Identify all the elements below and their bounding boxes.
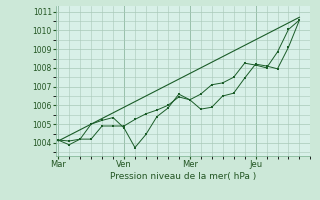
X-axis label: Pression niveau de la mer( hPa ): Pression niveau de la mer( hPa ) xyxy=(110,172,256,181)
